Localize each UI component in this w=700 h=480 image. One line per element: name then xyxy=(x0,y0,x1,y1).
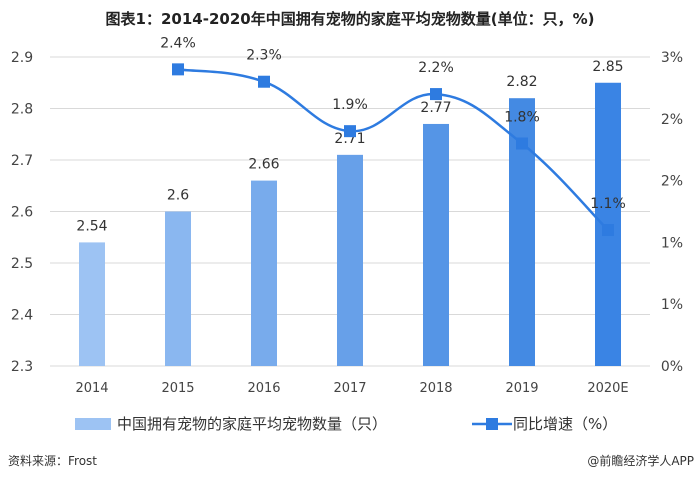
legend-line-marker xyxy=(486,418,498,430)
bar-data-label: 2.71 xyxy=(334,131,365,147)
x-tick-label: 2014 xyxy=(75,381,108,396)
line-marker xyxy=(516,137,528,150)
right-tick-label: 0% xyxy=(661,359,683,375)
x-tick-label: 2016 xyxy=(247,381,280,396)
growth-line xyxy=(177,68,609,231)
line-data-label: 2.3% xyxy=(246,48,282,64)
line-data-label: 1.8% xyxy=(504,110,540,126)
legend-bar-swatch xyxy=(75,418,111,430)
line-data-label: 1.1% xyxy=(590,196,626,212)
line-data-label: 1.9% xyxy=(332,97,368,113)
right-tick-label: 1% xyxy=(661,297,683,313)
line-marker xyxy=(258,75,270,88)
right-tick-label: 2% xyxy=(661,112,683,128)
x-tick-label: 2017 xyxy=(333,381,366,396)
line-marker xyxy=(430,88,442,101)
left-tick-label: 2.5 xyxy=(11,256,33,272)
legend-bar-label: 中国拥有宠物的家庭平均宠物数量（只） xyxy=(117,415,387,433)
bar-data-label: 2.77 xyxy=(420,100,451,116)
chart-title: 图表1：2014-2020年中国拥有宠物的家庭平均宠物数量(单位：只，%) xyxy=(105,10,595,28)
x-tick-label: 2020E xyxy=(587,381,628,396)
bar-data-label: 2.66 xyxy=(248,157,279,173)
x-tick-label: 2019 xyxy=(505,381,538,396)
right-tick-label: 2% xyxy=(661,174,683,190)
bar-data-label: 2.85 xyxy=(592,59,623,75)
x-tick-label: 2015 xyxy=(161,381,194,396)
left-tick-label: 2.8 xyxy=(11,102,33,118)
bar-data-label: 2.54 xyxy=(76,218,107,234)
bar xyxy=(423,123,449,366)
source-note: 资料来源：Frost xyxy=(8,454,97,468)
line-data-label: 2.2% xyxy=(418,60,454,76)
bar xyxy=(79,242,105,366)
line-marker xyxy=(172,63,184,76)
line-marker xyxy=(602,224,614,237)
credit: @前瞻经济学人APP xyxy=(587,454,694,468)
bar-data-label: 2.82 xyxy=(506,74,537,90)
bar xyxy=(337,154,363,366)
line-marker xyxy=(344,125,356,138)
right-tick-label: 1% xyxy=(661,235,683,251)
right-tick-label: 3% xyxy=(661,50,683,66)
left-tick-label: 2.3 xyxy=(11,359,33,375)
legend-line-label: 同比增速（%） xyxy=(513,415,617,433)
bar xyxy=(165,211,191,366)
left-tick-label: 2.6 xyxy=(11,205,33,221)
left-tick-label: 2.4 xyxy=(11,308,33,324)
bar xyxy=(251,180,277,366)
line-data-label: 2.4% xyxy=(160,35,196,51)
bar-data-label: 2.6 xyxy=(167,188,189,204)
x-tick-label: 2018 xyxy=(419,381,452,396)
left-tick-label: 2.7 xyxy=(11,153,33,169)
left-tick-label: 2.9 xyxy=(11,50,33,66)
